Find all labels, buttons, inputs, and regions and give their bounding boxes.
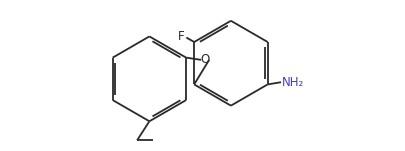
Text: F: F: [177, 30, 184, 43]
Text: O: O: [200, 53, 209, 66]
Text: NH₂: NH₂: [281, 76, 304, 89]
